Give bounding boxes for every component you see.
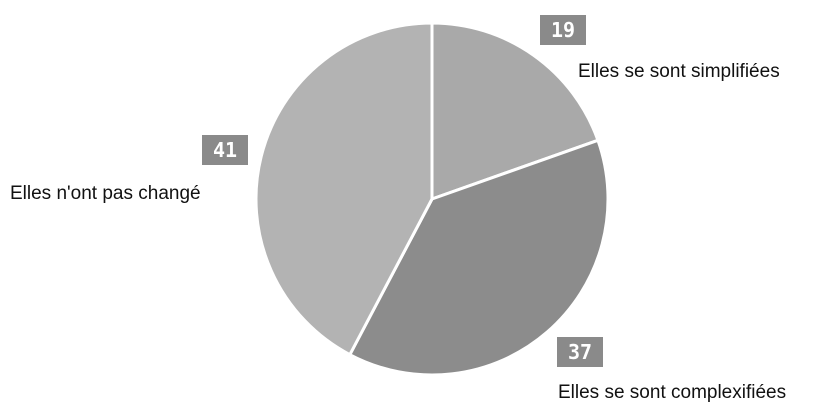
pie-slice-2 — [348, 138, 610, 377]
data-label-2: 37 Elles se sont complexifiées — [557, 337, 786, 403]
data-label-3: 41 Elles n'ont pas changé — [10, 135, 248, 204]
pie-slice-1 — [430, 21, 600, 201]
slice-value-text: 37 — [568, 340, 592, 364]
slice-category-label: Elles se sont complexifiées — [558, 382, 786, 403]
slice-value-text: 19 — [551, 18, 575, 42]
pie-slice-3 — [254, 21, 434, 357]
slice-category-label: Elles se sont simplifiées — [578, 61, 780, 82]
value-badge — [557, 337, 603, 367]
value-badge — [540, 15, 586, 45]
slice-value-text: 41 — [213, 138, 237, 162]
slice-category-label: Elles n'ont pas changé — [10, 183, 201, 204]
value-badge — [202, 135, 248, 165]
pie-slices — [254, 21, 610, 377]
